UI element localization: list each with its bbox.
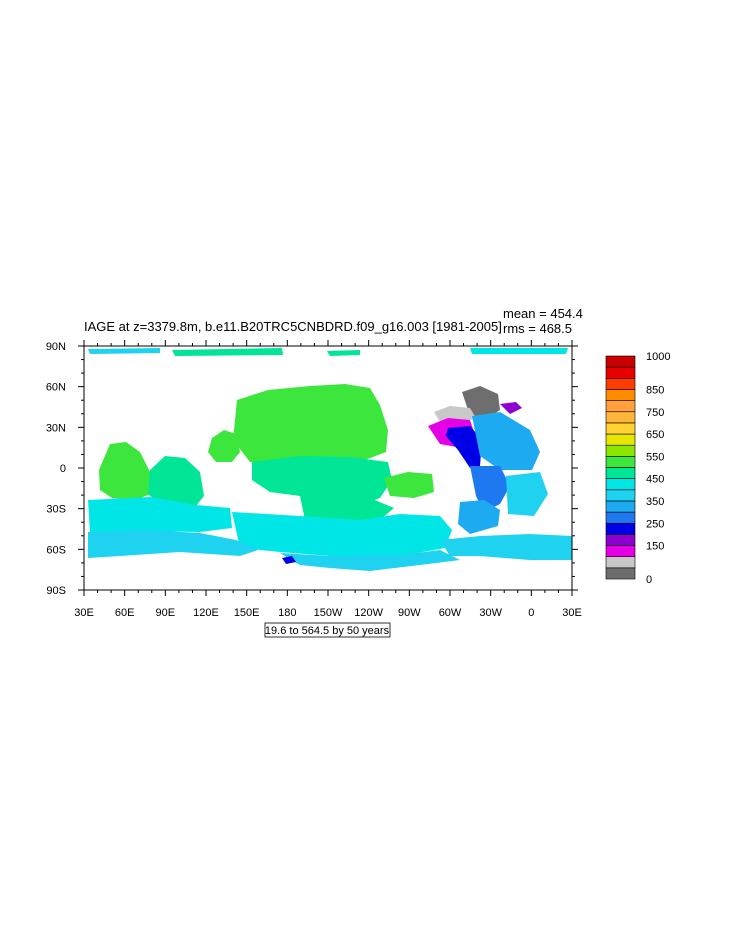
mean-label: mean = 454.4 (503, 306, 583, 321)
colorbar-label: 0 (646, 574, 652, 586)
southern-ocean-atlantic (440, 534, 572, 560)
south-atlantic-east (506, 472, 548, 516)
colorbar-label: 650 (646, 429, 664, 441)
tropical-pacific (252, 456, 392, 505)
colorbar-swatch (605, 556, 636, 569)
colorbar-label: 550 (646, 451, 664, 463)
colorbar-swatch (605, 522, 636, 535)
colorbar-label: 850 (646, 384, 664, 396)
y-axis-labels: 90N 60N 30N 0 30S 60S 90S (46, 341, 66, 597)
axis-ticks (78, 340, 578, 596)
north-atlantic-east (472, 412, 540, 470)
atlantic-ocean (428, 386, 548, 534)
x-tick-label: 180 (278, 607, 296, 619)
arctic-patch-east (327, 350, 360, 356)
southern-ocean (88, 530, 572, 571)
x-tick-label: 150E (234, 607, 260, 619)
y-tick-label: 0 (60, 463, 66, 475)
contour-note: 19.6 to 564.5 by 50 years (264, 622, 391, 638)
colorbar-swatch (605, 389, 636, 401)
colorbar-swatch (605, 534, 636, 546)
colorbar-swatch (605, 478, 636, 491)
y-tick-label: 90N (46, 341, 66, 353)
x-tick-label: 90W (398, 607, 421, 619)
colorbar-swatch (605, 422, 636, 435)
colorbar-label: 250 (646, 518, 664, 530)
map-panel: 30E 60E 90E 120E 150E 180 150W 120W 90W 60W 30W 0 30… (46, 340, 582, 619)
x-tick-label: 120E (193, 607, 219, 619)
southern-ocean-west (88, 530, 258, 558)
plot-title: IAGE at z=3379.8m, b.e11.B20TRC5CNBDRD.f… (84, 319, 502, 334)
southern-ocean-pacific (280, 550, 460, 571)
x-tick-label: 90E (156, 607, 176, 619)
indian-north (99, 442, 150, 500)
colorbar-label: 1000 (646, 351, 670, 363)
x-tick-label: 30W (479, 607, 502, 619)
pacific-ocean (208, 384, 452, 556)
colorbar-swatch (605, 366, 636, 379)
colorbar-swatch (605, 467, 636, 479)
north-atlantic-purple (500, 402, 522, 414)
arctic-ocean (88, 348, 568, 356)
east-pacific-patch (384, 472, 434, 498)
rms-label: rms = 468.5 (503, 321, 572, 336)
colorbar-label: 450 (646, 474, 664, 486)
colorbar-label: 750 (646, 407, 664, 419)
colorbar-swatch (605, 545, 636, 557)
x-tick-label: 0 (528, 607, 534, 619)
colorbar-swatch (605, 511, 636, 524)
y-tick-label: 30N (46, 422, 66, 434)
y-tick-label: 60S (46, 544, 66, 556)
colorbar-labels: 0 150 250 350 450 550 650 750 850 1000 (646, 351, 670, 586)
x-tick-label: 60W (439, 607, 462, 619)
colorbar-swatch (605, 411, 636, 424)
arctic-strip-west (88, 348, 160, 354)
colorbar-swatch (605, 355, 636, 368)
x-axis-labels: 30E 60E 90E 120E 150E 180 150W 120W 90W 60W 30W 0 30… (74, 607, 582, 619)
north-pacific (233, 384, 388, 466)
indian-south (88, 497, 232, 532)
x-tick-label: 150W (314, 607, 343, 619)
colorbar-swatch (605, 400, 636, 413)
colorbar (605, 355, 636, 580)
colorbar-swatch (605, 567, 636, 580)
y-tick-label: 30S (46, 504, 66, 516)
nordic-seas (462, 386, 500, 418)
y-tick-label: 90S (46, 585, 66, 597)
x-tick-label: 120W (354, 607, 383, 619)
colorbar-label: 150 (646, 541, 664, 553)
colorbar-swatch (605, 377, 636, 390)
indian-ocean (88, 442, 232, 532)
colorbar-swatch (605, 500, 636, 513)
colorbar-swatch (605, 444, 636, 457)
arctic-strip-center (172, 348, 283, 356)
south-pacific (232, 512, 452, 556)
deep-western-boundary (446, 426, 482, 468)
colorbar-swatch (605, 433, 636, 446)
subtropical-south-pacific (300, 496, 394, 522)
x-tick-label: 30E (74, 607, 94, 619)
colorbar-label: 350 (646, 496, 664, 508)
y-tick-label: 60N (46, 382, 66, 394)
northwest-pacific-patch (208, 430, 240, 462)
ocean-field (88, 348, 572, 571)
indian-central (148, 456, 204, 506)
arctic-strip-east (470, 348, 568, 354)
south-atlantic-west (458, 500, 500, 534)
contour-note-text: 19.6 to 564.5 by 50 years (265, 625, 390, 637)
x-tick-label: 30E (562, 607, 582, 619)
colorbar-swatch (605, 489, 636, 502)
colorbar-swatch (605, 456, 636, 468)
x-tick-label: 60E (115, 607, 135, 619)
antarctic-bottom-patch (282, 556, 296, 564)
